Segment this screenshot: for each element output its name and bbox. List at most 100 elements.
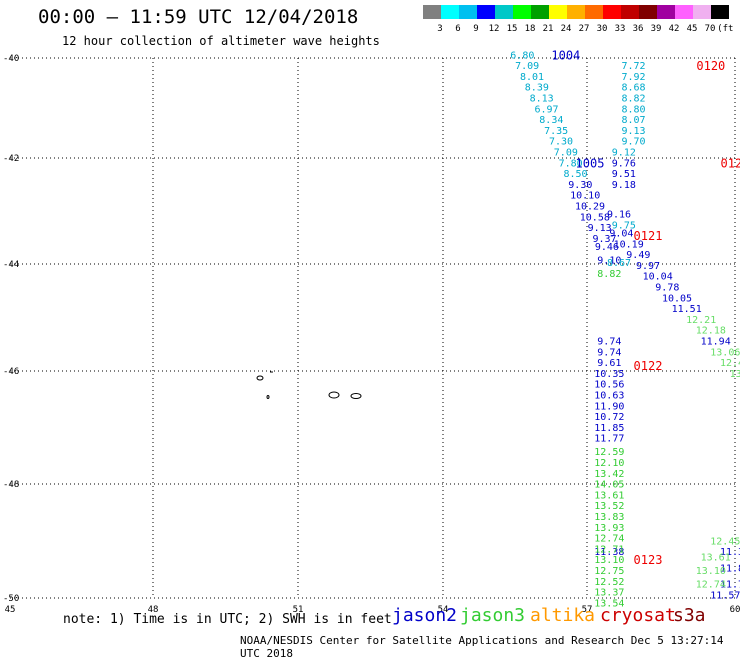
wave-height-value: 9.46 (595, 242, 619, 253)
colorbar-tick-label: 42 (669, 24, 680, 33)
colorbar-tick-label: 21 (543, 24, 554, 33)
wave-height-value: 7.72 (621, 61, 645, 72)
colorbar-tick-label: 45 (687, 24, 698, 33)
wave-height-value: 9.74 (597, 347, 621, 358)
wave-height-value: 8.80 (621, 104, 645, 115)
wave-height-value: 10.19 (614, 239, 644, 250)
wave-height-value: 13.52 (594, 501, 624, 512)
y-tick-label: -42 (3, 154, 19, 164)
colorbar-swatch (423, 5, 441, 19)
x-tick-label: 45 (5, 605, 16, 615)
chart-title: 00:00 – 11:59 UTC 12/04/2018 (38, 6, 359, 28)
wave-height-value: 11.38 (594, 547, 624, 558)
colorbar-tick-label: 70 (705, 24, 716, 33)
wave-height-value: 9.97 (636, 261, 660, 272)
wave-height-value: 9.04 (609, 229, 633, 240)
colorbar-tick-label: (ft) (717, 24, 733, 33)
island-outline (328, 391, 340, 399)
wave-height-value: 9.12 (612, 148, 636, 159)
x-tick-label: 48 (148, 605, 159, 615)
colorbar-swatch (513, 5, 531, 19)
footer-credit: NOAA/NESDIS Center for Satellite Applica… (240, 634, 724, 660)
wave-height-value: 10.58 (580, 212, 610, 223)
colorbar-swatch (441, 5, 459, 19)
wave-height-value: 8.50 (563, 169, 587, 180)
wave-height-layer: 6.807.098.018.398.136.978.347.357.307.09… (510, 48, 740, 609)
colorbar-swatch (621, 5, 639, 19)
legend-s3a: s3a (673, 605, 706, 626)
colorbar-tick-label: 33 (615, 24, 626, 33)
wave-height-value: 11.32 (720, 547, 740, 558)
wave-height-value: 11.90 (594, 401, 624, 412)
wave-height-value: 12.45 (710, 536, 740, 547)
wave-height-value: 7.30 (549, 137, 573, 148)
wave-height-value: 8.82 (621, 94, 645, 105)
pass-time-label: 1005 (576, 156, 605, 170)
wave-height-value: 11.80 (720, 563, 740, 574)
wave-height-value: 13.54 (594, 598, 624, 609)
footer-note: note: 1) Time is in UTC; 2) SWH is in fe… (63, 612, 392, 627)
wave-height-value: 13.93 (594, 523, 624, 534)
wave-height-value: 12.21 (686, 315, 716, 326)
wave-height-value: 9.74 (597, 337, 621, 348)
wave-height-value: 13.61 (594, 490, 624, 501)
colorbar-tick-label: 18 (525, 24, 536, 33)
wave-height-value: 11.57 (710, 590, 740, 601)
wave-height-value: 10.04 (643, 272, 673, 283)
wave-height-value: 9.30 (568, 180, 592, 191)
wave-height-value: 12.75 (594, 566, 624, 577)
colorbar-swatch (585, 5, 603, 19)
colorbar-tick-label: 30 (597, 24, 608, 33)
wave-height-value: 13.10 (696, 566, 726, 577)
wave-height-value: 13.61 (701, 553, 731, 564)
colorbar-swatch (675, 5, 693, 19)
island-outline (266, 395, 270, 399)
wave-height-value: 6.80 (510, 50, 534, 61)
wave-height-value: 7.92 (621, 72, 645, 83)
wave-height-value: 12.59 (594, 447, 624, 458)
wave-height-value: 10.35 (594, 369, 624, 380)
wave-height-value: 9.18 (612, 180, 636, 191)
colorbar-swatch (531, 5, 549, 19)
colorbar-tick-label: 6 (455, 24, 460, 33)
y-tick-label: -50 (3, 594, 19, 604)
chart-subtitle: 12 hour collection of altimeter wave hei… (62, 34, 380, 48)
colorbar-tick-label: 36 (633, 24, 644, 33)
x-tick-label: 54 (438, 605, 449, 615)
wave-height-value: 9.37 (592, 234, 616, 245)
pass-time-label: 1004 (551, 48, 580, 62)
legend-cryosat: cryosat (600, 605, 676, 626)
y-tick-label: -48 (3, 480, 19, 490)
wave-height-value: 14.05 (594, 480, 624, 491)
wave-height-value: 13.06 (730, 369, 740, 380)
wave-height-value: 8.34 (539, 115, 563, 126)
island-outline (256, 375, 264, 381)
wave-height-value: 8.07 (621, 115, 645, 126)
colorbar-swatch (657, 5, 675, 19)
wave-height-value: 13.37 (594, 588, 624, 599)
wave-height-value: 7.09 (515, 61, 539, 72)
y-tick-label: -44 (3, 260, 19, 270)
colorbar-tick-label: 9 (473, 24, 478, 33)
wave-height-value: 9.76 (612, 158, 636, 169)
pass-time-label: 0120 (696, 59, 725, 73)
wave-height-value: 8.39 (525, 83, 549, 94)
wave-height-value: 7.80 (559, 158, 583, 169)
colorbar-tick-label: 15 (507, 24, 518, 33)
wave-height-value: 9.13 (621, 126, 645, 137)
wave-height-value: 12.10 (594, 458, 624, 469)
colorbar-swatch (567, 5, 585, 19)
y-tick-label: -46 (3, 367, 19, 377)
colorbar-swatch (693, 5, 711, 19)
colorbar-swatch (639, 5, 657, 19)
colorbar-swatch (549, 5, 567, 19)
x-tick-label: 60 (730, 605, 740, 615)
colorbar-swatch (711, 5, 729, 19)
legend-jason2: jason2 (392, 605, 458, 626)
wave-height-value: 11.51 (672, 304, 702, 315)
wave-height-value: 10.72 (594, 412, 624, 423)
wave-height-value: 8.01 (520, 72, 544, 83)
colorbar-tick-label: 39 (651, 24, 662, 33)
colorbar-swatch (495, 5, 513, 19)
